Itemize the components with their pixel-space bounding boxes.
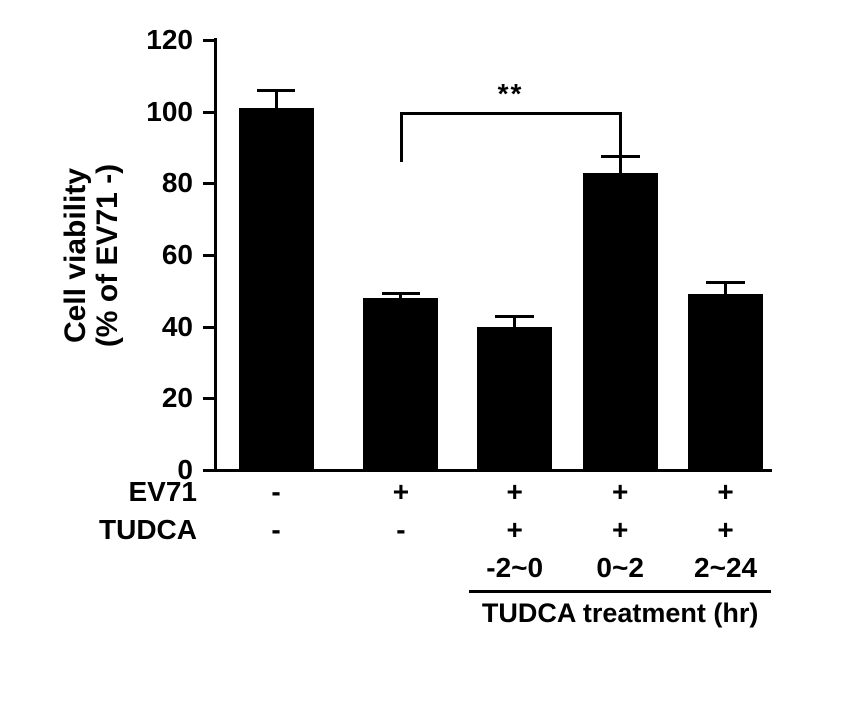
y-tick-label: 60 — [162, 239, 201, 271]
y-tick — [203, 182, 215, 185]
bar — [239, 108, 314, 470]
x-row-label: EV71 — [129, 476, 208, 508]
error-cap — [495, 315, 534, 318]
y-tick — [203, 326, 215, 329]
y-tick-label: 40 — [162, 311, 201, 343]
x-row-cell: + — [393, 476, 409, 508]
y-axis-title-line2: (% of EV71 -) — [91, 163, 124, 346]
y-axis-title-line1: Cell viability — [60, 167, 93, 342]
y-tick-label: 100 — [146, 96, 201, 128]
x-row-cell: + — [507, 476, 523, 508]
error-bar — [619, 156, 622, 172]
treatment-underline — [469, 590, 771, 593]
x-row-cell: + — [717, 514, 733, 546]
y-tick — [203, 397, 215, 400]
error-cap — [706, 281, 745, 284]
x-row-cell: -2~0 — [486, 552, 543, 584]
y-tick — [203, 39, 215, 42]
x-row-cell: - — [271, 476, 280, 508]
error-cap — [382, 292, 421, 295]
error-cap — [601, 155, 640, 158]
x-row-cell: + — [507, 514, 523, 546]
y-axis-title: Cell viability (% of EV71 -) — [72, 40, 112, 470]
y-tick — [203, 111, 215, 114]
bar — [477, 327, 552, 470]
y-tick — [203, 469, 215, 472]
error-cap — [257, 89, 296, 92]
x-row-cell: + — [612, 514, 628, 546]
plot-area: ** — [215, 40, 770, 470]
x-row-cell: 2~24 — [694, 552, 757, 584]
y-tick-label: 20 — [162, 382, 201, 414]
x-row-cell: + — [717, 476, 733, 508]
error-bar — [275, 90, 278, 108]
treatment-label: TUDCA treatment (hr) — [482, 598, 759, 629]
x-row-cell: - — [396, 514, 405, 546]
y-tick-label: 120 — [146, 24, 201, 56]
bar — [363, 298, 438, 470]
x-row-cell: 0~2 — [596, 552, 644, 584]
bar — [583, 173, 658, 470]
significance-label: ** — [498, 78, 524, 110]
x-row-label: TUDCA — [99, 514, 207, 546]
bar — [688, 294, 763, 470]
y-tick-label: 80 — [162, 167, 201, 199]
x-row-cell: - — [271, 514, 280, 546]
y-tick — [203, 254, 215, 257]
viability-bar-chart: Cell viability (% of EV71 -) ** 02040608… — [40, 20, 820, 700]
x-row-cell: + — [612, 476, 628, 508]
